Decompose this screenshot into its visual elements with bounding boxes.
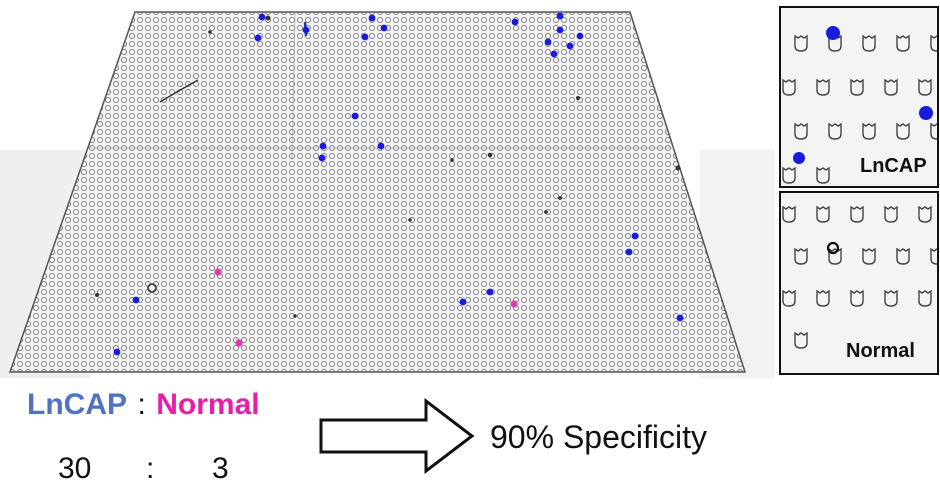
microwell xyxy=(850,289,864,307)
lncap-cell-marker xyxy=(511,18,519,26)
microwell xyxy=(918,289,932,307)
microwell xyxy=(794,34,808,52)
lncap-cell-icon xyxy=(793,26,933,164)
lncap-cell-marker xyxy=(380,24,388,32)
microwell xyxy=(828,247,842,265)
microwell xyxy=(862,122,876,140)
microwell xyxy=(782,205,796,223)
normal-cell-icon xyxy=(826,241,840,255)
normal-cell-marker xyxy=(214,268,222,276)
microwell xyxy=(794,331,808,349)
lncap-cell-marker xyxy=(258,13,266,21)
inset-label-lncap: LnCAP xyxy=(857,154,930,178)
microwell xyxy=(918,205,932,223)
microwell xyxy=(850,205,864,223)
lncap-cell-marker xyxy=(132,296,140,304)
microwell xyxy=(930,247,937,265)
right-arrow-icon xyxy=(319,398,475,474)
lncap-cell-markers xyxy=(113,12,684,356)
microwell xyxy=(884,289,898,307)
normal-cell-marker xyxy=(235,339,243,347)
microwell xyxy=(884,205,898,223)
lncap-cell-marker xyxy=(459,298,467,306)
legend-lncap: LnCAP xyxy=(27,388,127,421)
microwell xyxy=(782,166,796,184)
legend-separator: : xyxy=(137,388,146,421)
lncap-cell-marker xyxy=(566,42,574,50)
lncap-cell-marker xyxy=(377,142,385,150)
specificity-result: 90% Specificity xyxy=(490,419,707,455)
microwell xyxy=(918,78,932,96)
legend-row: LnCAP : Normal xyxy=(27,388,260,422)
inset-label-normal: Normal xyxy=(843,339,918,363)
microwell xyxy=(896,247,910,265)
microwell xyxy=(794,122,808,140)
normal-inset-wells xyxy=(782,205,937,349)
microwell-grid xyxy=(8,11,747,373)
microwell xyxy=(884,78,898,96)
lncap-cell-marker xyxy=(319,142,327,150)
lncap-cell-marker xyxy=(556,12,564,20)
lncap-cell-marker xyxy=(486,288,494,296)
microwell xyxy=(862,247,876,265)
microwell xyxy=(930,34,937,52)
microwell xyxy=(782,289,796,307)
lncap-cell-marker xyxy=(318,154,326,162)
count-lncap: 30 xyxy=(58,452,92,485)
lncap-cell-marker xyxy=(576,32,584,40)
lncap-cell-marker xyxy=(631,232,639,240)
legend-normal: Normal xyxy=(156,388,260,421)
lncap-cell-marker xyxy=(544,38,552,46)
normal-cell-markers xyxy=(214,268,518,347)
count-separator: : xyxy=(146,452,155,485)
lncap-inset: LnCAP xyxy=(779,6,939,188)
microwell xyxy=(850,78,864,96)
lncap-cell-marker xyxy=(351,112,359,120)
microwell xyxy=(794,247,808,265)
normal-inset: Normal xyxy=(779,191,939,375)
microwell xyxy=(828,34,842,52)
microwell xyxy=(896,122,910,140)
lncap-cell-marker xyxy=(625,248,633,256)
microwell-array-micrograph xyxy=(0,11,775,378)
lncap-inset-wells xyxy=(782,26,937,184)
lncap-cell-marker xyxy=(302,26,310,34)
lncap-cell-marker xyxy=(556,26,564,34)
lncap-cell-marker xyxy=(368,14,376,22)
microwell xyxy=(816,166,830,184)
lncap-cell-marker xyxy=(550,50,558,58)
microwell xyxy=(862,34,876,52)
microwell xyxy=(828,122,842,140)
microwell xyxy=(816,78,830,96)
microwell xyxy=(816,205,830,223)
lncap-cell-marker xyxy=(254,34,262,42)
lncap-cell-marker xyxy=(361,33,369,41)
lncap-cell-marker xyxy=(676,314,684,322)
lncap-cell-marker xyxy=(113,348,121,356)
microwell xyxy=(930,122,937,140)
microwell xyxy=(896,34,910,52)
count-normal: 3 xyxy=(212,452,229,485)
microwell xyxy=(816,289,830,307)
normal-cell-marker xyxy=(510,300,518,308)
microwell xyxy=(782,78,796,96)
